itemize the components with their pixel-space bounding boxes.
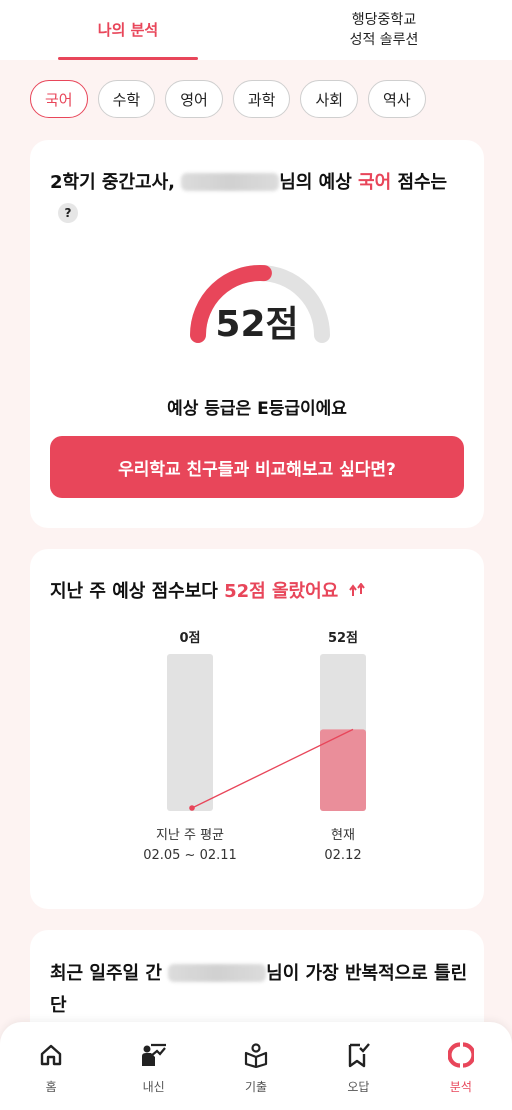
nav-past-exam[interactable]: 기출 bbox=[205, 1022, 307, 1110]
nav-wrong-answers[interactable]: 오답 bbox=[307, 1022, 409, 1110]
tab-school-name: 행당중학교 bbox=[351, 12, 417, 28]
nav-analysis[interactable]: 분석 bbox=[410, 1022, 512, 1110]
teacher-board-icon bbox=[141, 1043, 166, 1066]
bookmark-check-icon bbox=[349, 1043, 371, 1068]
help-icon[interactable]: ? bbox=[58, 203, 78, 223]
tab-my-analysis-label: 나의 분석 bbox=[97, 21, 159, 39]
bar-date-label-1: 02.12 bbox=[324, 848, 361, 863]
subject-chip-social[interactable]: 사회 bbox=[300, 80, 359, 118]
subject-chip-math[interactable]: 수학 bbox=[97, 80, 156, 118]
headline-prefix: 2학기 중간고사, bbox=[50, 172, 182, 193]
headline-suffix: 점수는 bbox=[391, 172, 448, 193]
home-icon bbox=[41, 1044, 62, 1066]
blurred-student-name-2 bbox=[168, 964, 267, 982]
compare-friends-button[interactable]: 우리학교 친구들과 비교해보고 싶다면? bbox=[50, 436, 464, 498]
tab-solution-label: 성적 솔루션 bbox=[349, 32, 419, 48]
predicted-score-card: 2학기 중간고사, 님의 예상 국어 점수는 ? 52점 예상 등급은 E등급이… bbox=[30, 140, 484, 528]
nav-analysis-label: 분석 bbox=[449, 1080, 472, 1094]
bottom-nav: 홈 내신 기출 오답 분석 bbox=[0, 1022, 512, 1110]
bar-value-label-0: 0점 bbox=[179, 631, 200, 646]
analysis-ring-icon bbox=[447, 1042, 474, 1068]
trend-line bbox=[191, 728, 354, 809]
bar-date-label-0: 02.05 ~ 02.11 bbox=[143, 848, 237, 863]
rising-arrows-icon bbox=[348, 582, 365, 596]
bar-fill-1 bbox=[320, 729, 366, 811]
top-tab-bar: 나의 분석 행당중학교 성적 솔루션 bbox=[0, 0, 512, 60]
bar-track-0 bbox=[167, 654, 213, 811]
headline-mid: 님의 예상 bbox=[279, 172, 359, 193]
subject-chip-history[interactable]: 역사 bbox=[368, 80, 426, 118]
open-book-person-icon bbox=[244, 1043, 268, 1068]
weak-line1-prefix: 최근 일주일 간 bbox=[50, 963, 169, 984]
trend-headline-accent: 52점 올랐어요 bbox=[224, 581, 339, 602]
nav-home[interactable]: 홈 bbox=[0, 1022, 102, 1110]
trend-headline: 지난 주 예상 점수보다 52점 올랐어요 bbox=[50, 577, 367, 603]
predicted-grade-text: 예상 등급은 E등급이에요 bbox=[167, 399, 347, 419]
blurred-student-name bbox=[181, 173, 280, 191]
tab-my-analysis[interactable]: 나의 분석 bbox=[0, 0, 256, 60]
nav-wrong-answers-label: 오답 bbox=[347, 1080, 370, 1094]
subject-chip-science[interactable]: 과학 bbox=[232, 80, 291, 118]
nav-home-label: 홈 bbox=[45, 1080, 57, 1094]
subject-chip-group: 국어 수학 영어 과학 사회 역사 bbox=[30, 80, 426, 118]
bar-category-label-0: 지난 주 평균 bbox=[156, 828, 224, 843]
nav-school-exam-label: 내신 bbox=[142, 1080, 165, 1094]
headline-subject: 국어 bbox=[358, 172, 392, 193]
trend-headline-prefix: 지난 주 예상 점수보다 bbox=[50, 581, 225, 602]
bar-category-label-1: 현재 bbox=[331, 828, 355, 843]
subject-chip-english[interactable]: 영어 bbox=[165, 80, 223, 118]
nav-school-exam[interactable]: 내신 bbox=[102, 1022, 204, 1110]
subject-chip-korean[interactable]: 국어 bbox=[30, 80, 88, 118]
score-gauge bbox=[190, 265, 330, 343]
tab-school-solution[interactable]: 행당중학교 성적 솔루션 bbox=[256, 0, 512, 60]
weak-line1-suffix: 님이 가장 반복적으로 틀린 단 bbox=[50, 963, 468, 1016]
predicted-score-headline: 2학기 중간고사, 님의 예상 국어 점수는 bbox=[50, 168, 447, 194]
nav-past-exam-label: 기출 bbox=[244, 1080, 268, 1094]
gauge-fill bbox=[190, 265, 272, 343]
predicted-score-value: 52점 bbox=[215, 304, 299, 345]
bar-value-label-1: 52점 bbox=[328, 631, 358, 646]
trend-point-previous bbox=[189, 805, 195, 811]
